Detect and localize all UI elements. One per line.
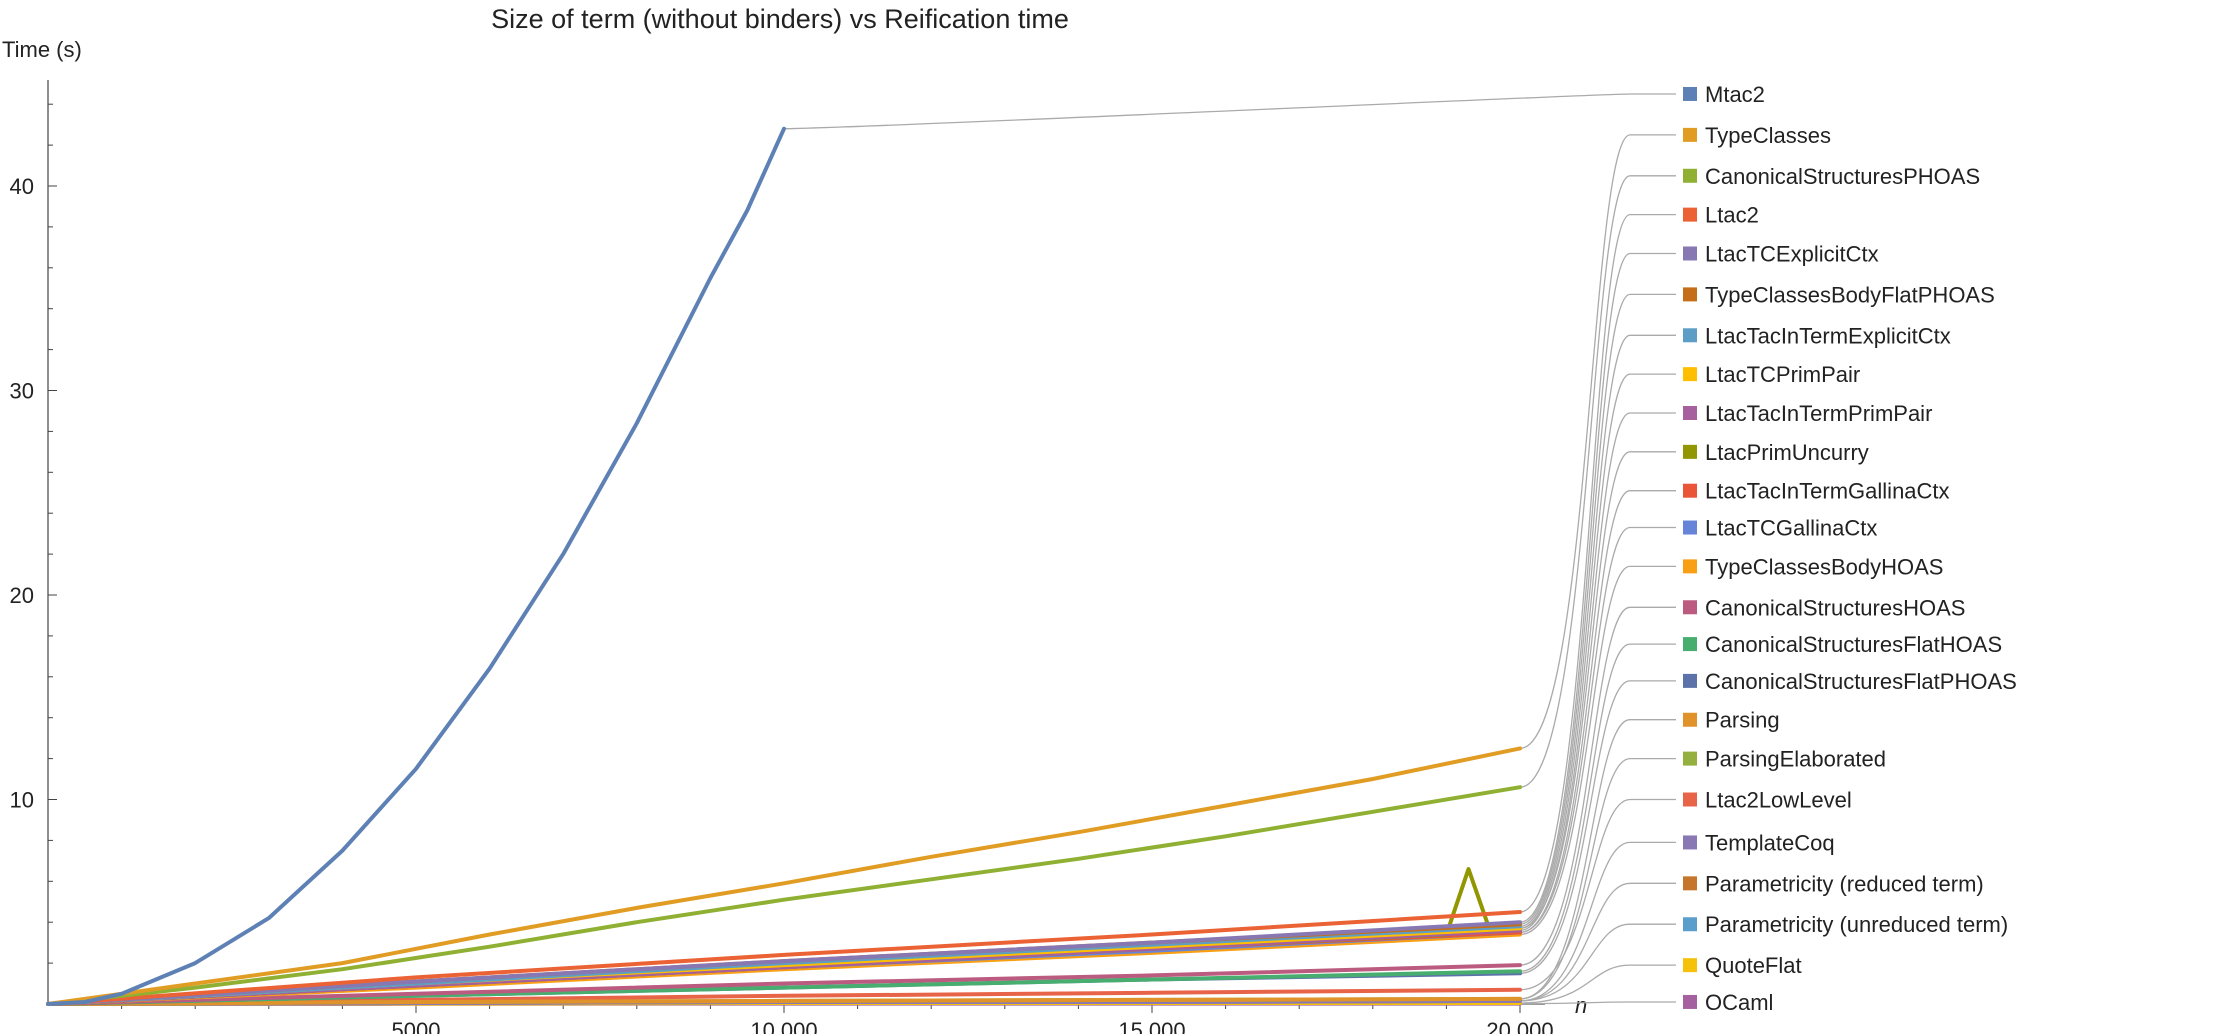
y-tick-label: 30 xyxy=(10,379,34,404)
legend-callout xyxy=(1519,680,1676,974)
legend-swatch xyxy=(1683,328,1697,343)
legend-swatch xyxy=(1683,287,1697,302)
legend-callout xyxy=(1519,334,1676,927)
legend-callout xyxy=(1519,606,1676,966)
legend-callout xyxy=(1519,134,1676,750)
legend-swatch xyxy=(1683,751,1697,766)
legend-swatch xyxy=(1683,673,1697,688)
y-tick-label: 20 xyxy=(10,583,34,608)
legend-label: QuoteFlat xyxy=(1705,953,1802,978)
legend-swatch xyxy=(1683,483,1697,498)
legend-label: Ltac2 xyxy=(1705,203,1759,228)
legend-swatch xyxy=(1683,712,1697,727)
legend-label: CanonicalStructuresFlatHOAS xyxy=(1705,632,2002,657)
legend-swatch xyxy=(1683,876,1697,891)
legend-swatch xyxy=(1683,520,1697,535)
legend-label: LtacTacInTermPrimPair xyxy=(1705,401,1932,426)
legend-swatch xyxy=(1683,168,1697,183)
chart-title: Size of term (without binders) vs Reific… xyxy=(491,4,1069,34)
legend-callout xyxy=(1519,719,1676,1000)
legend-swatch xyxy=(1683,559,1697,574)
y-ticks: 10 20 30 40 xyxy=(10,103,57,964)
legend-callout xyxy=(1519,643,1676,972)
legend-callout xyxy=(1519,293,1676,925)
legend-swatch xyxy=(1683,127,1697,142)
legend-swatch xyxy=(1683,367,1697,382)
legend-callout xyxy=(1519,1001,1676,1005)
legend-label: OCaml xyxy=(1705,990,1773,1015)
series-line xyxy=(46,746,1522,1006)
x-tick-label: 15 000 xyxy=(1118,1018,1185,1034)
legend-callout xyxy=(1519,798,1676,991)
legend-label: LtacTacInTermExplicitCtx xyxy=(1705,323,1951,348)
legend-label: TypeClassesBodyHOAS xyxy=(1705,554,1943,579)
legend-swatch xyxy=(1683,792,1697,807)
legend-swatch xyxy=(1683,444,1697,459)
series-line xyxy=(46,963,1522,1006)
legend-swatch xyxy=(1683,207,1697,222)
legend-label: Mtac2 xyxy=(1705,82,1765,107)
legend-label: CanonicalStructuresPHOAS xyxy=(1705,164,1980,189)
legend-callout xyxy=(1519,175,1676,788)
legend-callouts xyxy=(783,93,1676,1005)
legend-callout xyxy=(1519,526,1676,934)
series-line xyxy=(46,785,1522,1006)
legend-label: LtacTacInTermGallinaCtx xyxy=(1705,479,1950,504)
y-axis-label: Time (s) xyxy=(2,37,82,62)
x-axis-label: n xyxy=(1575,993,1587,1018)
y-tick-label: 10 xyxy=(10,788,34,813)
legend-callout xyxy=(1519,882,1676,1002)
legend: Mtac2 TypeClasses CanonicalStructuresPHOAS… xyxy=(1683,82,2017,1015)
y-tick-label: 40 xyxy=(10,174,34,199)
legend-callout xyxy=(1519,252,1676,923)
legend-label: ParsingElaborated xyxy=(1705,747,1886,772)
legend-label: LtacTCExplicitCtx xyxy=(1705,241,1879,266)
legend-swatch xyxy=(1683,917,1697,932)
x-ticks: 5000 10 000 15 000 20 000 xyxy=(121,1004,1554,1034)
legend-label: Parametricity (unreduced term) xyxy=(1705,912,2008,937)
legend-callout xyxy=(1519,451,1676,929)
legend-callout xyxy=(1519,964,1676,1004)
legend-swatch xyxy=(1683,835,1697,850)
legend-swatch xyxy=(1683,994,1697,1009)
legend-callout xyxy=(1519,923,1676,1002)
x-tick-label: 20 000 xyxy=(1486,1018,1553,1034)
legend-label: LtacPrimUncurry xyxy=(1705,440,1869,465)
x-tick-label: 5000 xyxy=(392,1018,441,1034)
series-line xyxy=(46,910,1522,1006)
legend-label: CanonicalStructuresHOAS xyxy=(1705,595,1965,620)
legend-swatch xyxy=(1683,958,1697,973)
legend-callout xyxy=(1519,757,1676,1000)
legend-label: LtacTCGallinaCtx xyxy=(1705,516,1877,541)
legend-label: TemplateCoq xyxy=(1705,830,1835,855)
series-line xyxy=(46,920,1522,1006)
legend-label: Parsing xyxy=(1705,708,1780,733)
legend-label: Parametricity (reduced term) xyxy=(1705,871,1984,896)
legend-label: TypeClassesBodyFlatPHOAS xyxy=(1705,282,1995,307)
legend-swatch xyxy=(1683,246,1697,261)
series-lines xyxy=(46,126,1522,1006)
legend-label: Ltac2LowLevel xyxy=(1705,788,1852,813)
legend-swatch xyxy=(1683,86,1697,101)
legend-callout xyxy=(1519,841,1676,1002)
legend-label: CanonicalStructuresFlatPHOAS xyxy=(1705,669,2017,694)
legend-callout xyxy=(783,93,1676,130)
legend-callout xyxy=(1519,373,1676,929)
legend-swatch xyxy=(1683,405,1697,420)
x-tick-label: 10 000 xyxy=(750,1018,817,1034)
legend-swatch xyxy=(1683,600,1697,615)
legend-label: LtacTCPrimPair xyxy=(1705,362,1860,387)
series-line xyxy=(46,126,786,1006)
legend-callout xyxy=(1519,490,1676,934)
series-line xyxy=(46,996,1522,1006)
legend-swatch xyxy=(1683,637,1697,652)
legend-label: TypeClasses xyxy=(1705,123,1831,148)
legend-callout xyxy=(1519,565,1676,936)
legend-callout xyxy=(1519,213,1676,913)
